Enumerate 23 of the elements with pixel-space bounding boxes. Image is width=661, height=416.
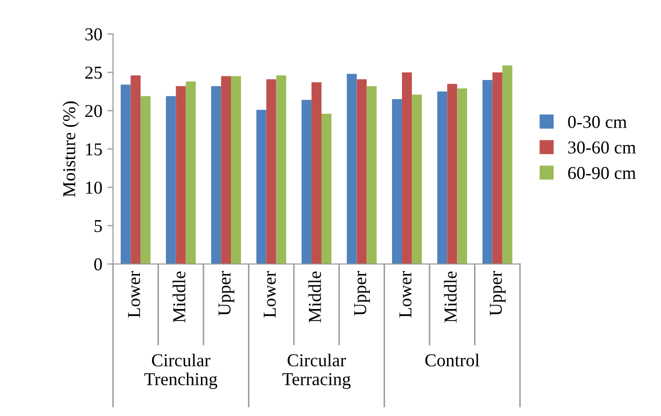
y-tick-label: 10: [86, 182, 102, 194]
x-tick-label: Upper: [218, 271, 234, 316]
y-tick-label: 25: [85, 66, 102, 79]
legend-label: 30-60 cm: [568, 141, 636, 154]
y-tick-label: 20: [85, 104, 102, 118]
legend-label: 0-30 cm: [568, 116, 627, 128]
text: Circular Terracing: [282, 354, 351, 390]
x-tick-label: Lower: [399, 271, 412, 318]
y-tick-label: 15: [86, 143, 102, 156]
text: Control: [425, 354, 480, 366]
y-tick-label: 30: [85, 28, 102, 40]
y-tick-label: 5: [94, 220, 102, 232]
x-tick-label: Middle: [172, 272, 186, 323]
y-tick-label: 0: [94, 258, 102, 270]
x-tick-label: Lower: [128, 271, 140, 318]
text: Circular Trenching: [144, 354, 218, 390]
x-tick-label: Lower: [264, 271, 276, 318]
x-tick-label: Upper: [490, 271, 506, 316]
y-axis-title: Moisture (%): [62, 101, 79, 197]
legend-label: 60-90 cm: [568, 166, 636, 180]
x-tick-label: Middle: [308, 272, 322, 323]
x-tick-label: Upper: [354, 271, 370, 316]
x-tick-label: Middle: [444, 272, 457, 323]
